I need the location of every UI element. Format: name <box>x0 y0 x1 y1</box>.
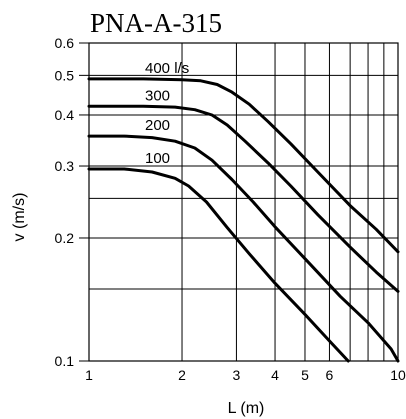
series-labels: 400 l/s 300 200 100 <box>145 60 189 167</box>
x-tick-label: 1 <box>85 367 93 383</box>
y-tick-label: 0.2 <box>55 230 75 246</box>
series-line <box>87 167 350 363</box>
y-tick-label: 0.1 <box>55 353 75 369</box>
x-tick-label: 6 <box>326 367 334 383</box>
tick-labels: 1 2 3 4 5 6 10 0.1 0.2 0.3 0.4 0.5 0.6 <box>55 35 406 383</box>
y-tick-label: 0.3 <box>55 158 75 174</box>
x-tick-label: 4 <box>271 367 279 383</box>
series-line <box>87 104 400 293</box>
y-tick-label: 0.6 <box>55 35 75 51</box>
y-axis-label: v (m/s) <box>11 193 28 242</box>
series-lines <box>87 77 400 363</box>
x-tick-label: 10 <box>390 367 406 383</box>
chart-title: PNA-A-315 <box>90 8 222 38</box>
series-label: 400 l/s <box>145 60 189 77</box>
x-axis-label: L (m) <box>228 400 265 417</box>
grid-lines <box>88 42 399 362</box>
series-line <box>87 77 400 254</box>
series-label: 200 <box>145 117 170 134</box>
x-tick-label: 3 <box>233 367 241 383</box>
y-tick-label: 0.5 <box>55 67 75 83</box>
x-tick-label: 2 <box>178 367 186 383</box>
plot-frame <box>88 42 399 362</box>
series-label: 100 <box>145 150 170 167</box>
x-tick-label: 5 <box>301 367 309 383</box>
series-label: 300 <box>145 87 170 104</box>
y-tick-label: 0.4 <box>55 107 75 123</box>
series-line <box>87 134 400 363</box>
